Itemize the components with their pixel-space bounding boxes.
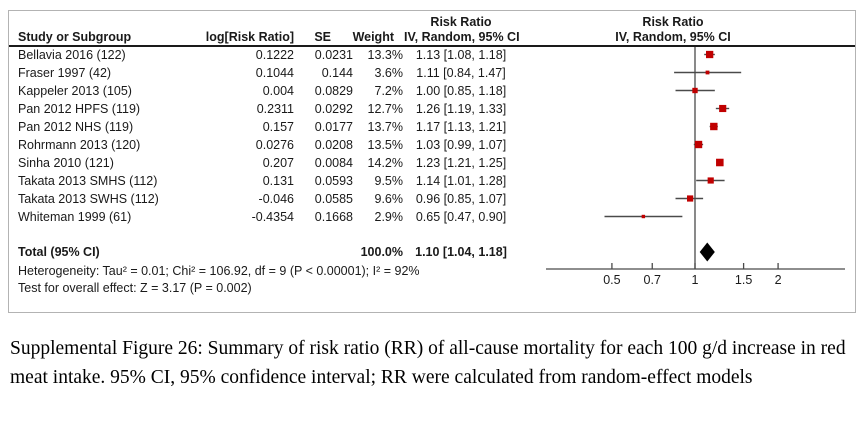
study-name: Pan 2012 HPFS (119)	[18, 101, 141, 116]
study-row: Rohrmann 2013 (120) 0.0276 0.0208 13.5% 1.03…	[9, 138, 549, 152]
weight-value: 13.7%	[367, 119, 403, 134]
weight-value: 3.6%	[374, 65, 404, 80]
effect-marker	[706, 50, 714, 59]
log-rr-value: -0.4354	[251, 209, 294, 224]
x-axis-tick-label: 2	[775, 273, 782, 287]
figure-caption: Supplemental Figure 26: Summary of risk …	[10, 338, 846, 388]
effect-marker	[710, 122, 718, 131]
log-rr-value: 0.207	[262, 155, 294, 170]
overall-effect-line: Test for overall effect: Z = 3.17 (P = 0…	[18, 281, 252, 295]
log-rr-value: 0.1222	[255, 47, 294, 62]
log-rr-value: 0.131	[262, 173, 294, 188]
log-rr-value: 0.004	[262, 83, 294, 98]
se-value: 0.0084	[314, 155, 353, 170]
se-value: 0.0593	[314, 173, 353, 188]
log-rr-value: -0.046	[258, 191, 294, 206]
col-header-se: SE	[314, 30, 331, 44]
forest-plot: Risk Ratio Risk Ratio Study or Subgroup …	[8, 10, 856, 313]
study-name: Bellavia 2016 (122)	[18, 47, 126, 62]
effect-marker	[694, 140, 703, 149]
ci-text-value: 1.00 [0.85, 1.18]	[415, 83, 507, 98]
log-rr-value: 0.2311	[256, 101, 294, 116]
header-separator	[9, 45, 855, 47]
study-name: Takata 2013 SWHS (112)	[18, 191, 159, 206]
col-header-study: Study or Subgroup	[18, 30, 132, 44]
se-value: 0.1668	[314, 209, 353, 224]
x-axis-tick-label: 1.5	[735, 273, 752, 287]
se-value: 0.0829	[314, 83, 353, 98]
col-header-effect-title: Risk Ratio	[430, 15, 492, 29]
col-header-weight: Weight	[352, 30, 394, 44]
weight-value: 13.3%	[367, 47, 403, 62]
weight-value: 2.9%	[374, 209, 404, 224]
effect-marker	[705, 70, 710, 75]
study-row: Pan 2012 NHS (119) 0.157 0.0177 13.7% 1.17 […	[9, 120, 549, 134]
se-value: 0.0585	[314, 191, 353, 206]
effect-marker	[716, 158, 724, 167]
study-row: Pan 2012 HPFS (119) 0.2311 0.0292 12.7% 1.26…	[9, 102, 549, 116]
study-row: Takata 2013 SWHS (112) -0.046 0.0585 9.6% 0.…	[9, 192, 549, 206]
se-value: 0.0208	[314, 137, 353, 152]
total-weight: 100.0%	[360, 245, 403, 259]
log-rr-value: 0.157	[262, 119, 294, 134]
ci-text-value: 1.17 [1.13, 1.21]	[415, 119, 507, 134]
effect-marker	[641, 214, 646, 219]
plot-header-subtitle: IV, Random, 95% CI	[615, 30, 731, 44]
effect-marker	[719, 104, 727, 113]
study-name: Sinha 2010 (121)	[18, 155, 114, 170]
col-header-log-rr: log[Risk Ratio]	[205, 30, 294, 44]
heterogeneity-line: Heterogeneity: Tau² = 0.01; Chi² = 106.9…	[18, 264, 420, 278]
ci-text-value: 1.13 [1.08, 1.18]	[415, 47, 507, 62]
total-ci-text: 1.10 [1.04, 1.18]	[415, 245, 507, 259]
x-axis-tick-label: 1	[692, 273, 699, 287]
x-axis-tick-label: 0.7	[644, 273, 661, 287]
col-header-effect-ci: IV, Random, 95% CI	[404, 30, 520, 44]
effect-marker	[692, 87, 698, 94]
study-name: Whiteman 1999 (61)	[18, 209, 132, 224]
study-row: Whiteman 1999 (61) -0.4354 0.1668 2.9% 0.65 …	[9, 210, 549, 224]
weight-value: 14.2%	[367, 155, 403, 170]
x-axis-tick-label: 0.5	[603, 273, 620, 287]
weight-value: 9.6%	[374, 191, 404, 206]
study-name: Rohrmann 2013 (120)	[18, 137, 141, 152]
ci-text-value: 0.65 [0.47, 0.90]	[415, 209, 507, 224]
se-value: 0.0231	[314, 47, 353, 62]
study-row: Sinha 2010 (121) 0.207 0.0084 14.2% 1.23 [1.…	[9, 156, 549, 170]
study-name: Pan 2012 NHS (119)	[18, 119, 134, 134]
effect-marker	[707, 177, 714, 184]
study-row: Bellavia 2016 (122) 0.1222 0.0231 13.3% 1.13…	[9, 48, 549, 62]
ci-text-value: 1.23 [1.21, 1.25]	[415, 155, 507, 170]
summary-diamond	[699, 242, 715, 262]
log-rr-value: 0.0276	[255, 137, 294, 152]
se-value: 0.0177	[314, 119, 353, 134]
se-value: 0.144	[321, 65, 353, 80]
ci-text-value: 1.11 [0.84, 1.47]	[416, 65, 506, 80]
study-name: Fraser 1997 (42)	[18, 65, 112, 80]
study-name: Kappeler 2013 (105)	[18, 83, 132, 98]
total-label: Total (95% CI)	[18, 245, 100, 259]
study-name: Takata 2013 SMHS (112)	[18, 173, 158, 188]
plot-header-title: Risk Ratio	[642, 15, 704, 29]
weight-value: 12.7%	[367, 101, 403, 116]
ci-text-value: 1.26 [1.19, 1.33]	[415, 101, 507, 116]
weight-value: 7.2%	[374, 83, 404, 98]
weight-value: 9.5%	[374, 173, 404, 188]
ci-text-value: 1.14 [1.01, 1.28]	[415, 173, 507, 188]
ci-text-value: 1.03 [0.99, 1.07]	[415, 137, 507, 152]
study-row: Takata 2013 SMHS (112) 0.131 0.0593 9.5% 1.1…	[9, 174, 549, 188]
weight-value: 13.5%	[367, 137, 403, 152]
study-row: Fraser 1997 (42) 0.1044 0.144 3.6% 1.11 [0.8…	[9, 66, 549, 80]
log-rr-value: 0.1044	[255, 65, 294, 80]
effect-marker	[687, 195, 694, 202]
study-row: Kappeler 2013 (105) 0.004 0.0829 7.2% 1.00 […	[9, 84, 549, 98]
ci-text-value: 0.96 [0.85, 1.07]	[415, 191, 507, 206]
se-value: 0.0292	[314, 101, 353, 116]
